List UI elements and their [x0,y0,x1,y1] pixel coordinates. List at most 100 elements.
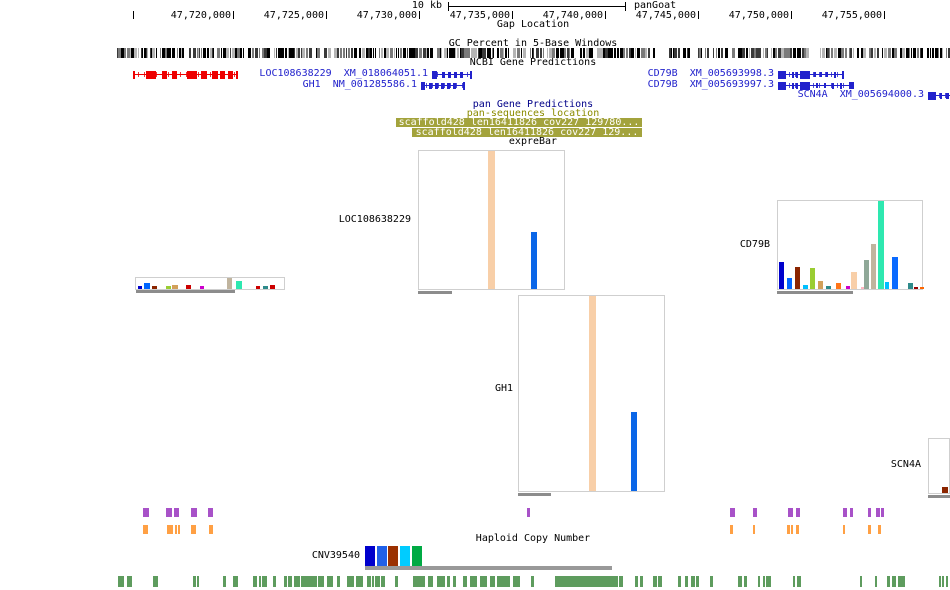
cnv-block[interactable] [388,546,398,566]
green-annotation-segment[interactable] [766,576,771,587]
expression-bar[interactable] [787,278,792,289]
green-annotation-segment[interactable] [470,576,477,587]
green-annotation-segment[interactable] [375,576,380,587]
gene-label[interactable]: SCN4A XM_005694000.3 [797,89,924,100]
green-annotation-segment[interactable] [497,576,510,587]
green-annotation-segment[interactable] [288,576,292,587]
green-annotation-segment[interactable] [892,576,896,587]
copy-number-segment-orange[interactable] [796,525,799,534]
green-annotation-segment[interactable] [758,576,760,587]
copy-number-segment-purple[interactable] [843,508,847,517]
green-annotation-segment[interactable] [294,576,300,587]
green-annotation-segment[interactable] [763,576,765,587]
copy-number-segment-orange[interactable] [868,525,871,534]
green-annotation-segment[interactable] [797,576,801,587]
copy-number-segment-orange[interactable] [878,525,881,534]
green-annotation-segment[interactable] [696,576,699,587]
green-annotation-segment[interactable] [860,576,862,587]
green-annotation-segment[interactable] [428,576,433,587]
copy-number-segment-orange[interactable] [209,525,213,534]
green-annotation-segment[interactable] [946,576,948,587]
expression-bar[interactable] [186,285,191,289]
expression-bar[interactable] [531,232,537,289]
expression-bar[interactable] [488,151,495,289]
expression-chart-box[interactable] [777,200,924,290]
expression-bar[interactable] [851,272,857,289]
copy-number-segment-purple[interactable] [208,508,213,517]
copy-number-segment-purple[interactable] [174,508,179,517]
green-annotation-segment[interactable] [447,576,450,587]
expression-bar[interactable] [152,286,157,289]
expression-chart-box[interactable] [518,295,665,492]
expression-bar[interactable] [878,201,884,289]
gene-label[interactable]: GH1 NM_001285586.1 [302,79,417,90]
expression-bar[interactable] [236,281,242,289]
copy-number-segment-orange[interactable] [730,525,733,534]
scaffold-bar[interactable]: scaffold428_len16411826_cov227_129... [412,128,642,137]
green-annotation-segment[interactable] [453,576,456,587]
green-annotation-segment[interactable] [259,576,261,587]
green-annotation-segment[interactable] [640,576,643,587]
expression-bar[interactable] [846,286,850,289]
green-annotation-segment[interactable] [273,576,276,587]
expression-bar[interactable] [892,257,898,289]
expression-chart-box[interactable] [418,150,565,290]
copy-number-segment-orange[interactable] [175,525,177,534]
expression-bar[interactable] [864,260,869,289]
green-annotation-segment[interactable] [437,576,445,587]
copy-number-segment-orange[interactable] [143,525,148,534]
green-annotation-segment[interactable] [875,576,877,587]
copy-number-segment-purple[interactable] [881,508,884,517]
copy-number-segment-orange[interactable] [791,525,793,534]
expression-chart-box[interactable] [135,277,285,290]
expression-bar[interactable] [144,283,150,289]
green-annotation-segment[interactable] [284,576,287,587]
green-annotation-segment[interactable] [197,576,199,587]
green-annotation-segment[interactable] [738,576,742,587]
expression-bar[interactable] [631,412,637,491]
green-annotation-segment[interactable] [262,576,267,587]
gene-structure[interactable] [778,81,854,90]
expression-bar[interactable] [803,285,808,289]
green-annotation-segment[interactable] [898,576,905,587]
green-annotation-segment[interactable] [327,576,333,587]
green-annotation-segment[interactable] [678,576,681,587]
green-annotation-segment[interactable] [710,576,713,587]
green-annotation-segment[interactable] [233,576,238,587]
gene-label[interactable]: LOC108638229 XM_018064051.1 [259,68,428,79]
copy-number-segment-purple[interactable] [753,508,757,517]
green-annotation-segment[interactable] [513,576,520,587]
green-annotation-segment[interactable] [793,576,795,587]
expression-bar[interactable] [836,283,841,289]
green-annotation-segment[interactable] [193,576,196,587]
copy-number-segment-purple[interactable] [166,508,172,517]
expression-bar[interactable] [861,287,864,289]
green-annotation-segment[interactable] [413,576,425,587]
gene-label[interactable]: CD79B XM_005693998.3 [647,68,774,79]
copy-number-segment-purple[interactable] [876,508,880,517]
green-annotation-segment[interactable] [301,576,317,587]
green-annotation-segment[interactable] [395,576,398,587]
gene-label[interactable]: CD79B XM_005693997.3 [647,79,774,90]
expression-bar[interactable] [914,287,918,289]
copy-number-segment-orange[interactable] [178,525,180,534]
green-annotation-segment[interactable] [658,576,662,587]
copy-number-segment-purple[interactable] [796,508,800,517]
cnv-block[interactable] [400,546,410,566]
expression-bar[interactable] [589,296,596,491]
expression-bar[interactable] [818,281,823,289]
gc-percent-track[interactable] [117,48,950,58]
copy-number-segment-orange[interactable] [787,525,790,534]
expression-bar[interactable] [920,287,924,289]
expression-bar[interactable] [263,286,268,289]
copy-number-segment-purple[interactable] [143,508,149,517]
green-annotation-segment[interactable] [347,576,354,587]
copy-number-segment-purple[interactable] [527,508,530,517]
copy-number-segment-orange[interactable] [191,525,196,534]
expression-bar[interactable] [826,286,831,289]
expression-bar[interactable] [871,244,876,289]
expression-bar[interactable] [908,283,913,289]
copy-number-segment-orange[interactable] [167,525,173,534]
cnv-block[interactable] [377,546,387,566]
green-annotation-segment[interactable] [619,576,623,587]
